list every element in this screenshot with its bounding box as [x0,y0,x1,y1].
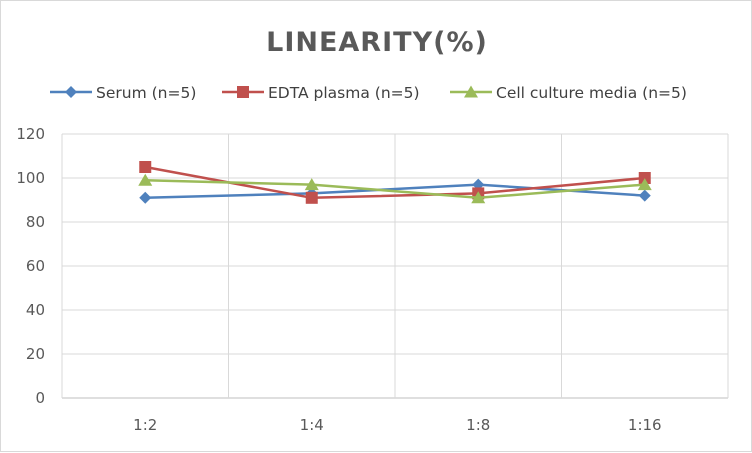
y-tick-label: 100 [16,169,45,187]
y-tick-label: 0 [35,389,45,407]
legend-label: Cell culture media (n=5) [496,84,687,102]
series-layer [138,161,652,204]
series-3 [138,173,652,204]
legend-item: EDTA plasma (n=5) [222,84,420,102]
legend-marker [65,86,77,98]
y-tick-label: 120 [16,125,45,143]
data-point [139,161,152,173]
data-point [138,173,153,186]
legend-label: EDTA plasma (n=5) [268,84,420,102]
legend-item: Cell culture media (n=5) [450,84,687,102]
data-point [471,191,486,204]
chart-title: LINEARITY(%) [266,27,488,58]
legend-label: Serum (n=5) [96,84,196,102]
x-tick-label: 1:8 [466,416,490,434]
gridlines [61,133,729,399]
y-tick-label: 40 [26,301,45,319]
y-tick-label: 20 [26,345,45,363]
legend-item: Serum (n=5) [50,84,196,102]
data-point [139,191,152,204]
series-line [145,178,645,200]
x-tick-label: 1:2 [133,416,157,434]
legend-marker [464,85,478,98]
data-point [638,189,651,202]
data-point [637,178,652,191]
x-tick-label: 1:4 [300,416,324,434]
legend: Serum (n=5) EDTA plasma (n=5) Cell culture… [50,84,687,102]
legend-marker [237,86,249,98]
data-point [638,172,651,184]
x-axis-ticks: 1:2 1:4 1:8 1:16 [133,416,661,434]
x-tick-label: 1:16 [628,416,662,434]
data-point [304,178,319,191]
data-point [305,191,318,204]
y-tick-label: 80 [26,213,45,231]
y-axis-ticks: 0 20 40 60 80 100 120 [16,125,45,407]
y-tick-label: 60 [26,257,45,275]
